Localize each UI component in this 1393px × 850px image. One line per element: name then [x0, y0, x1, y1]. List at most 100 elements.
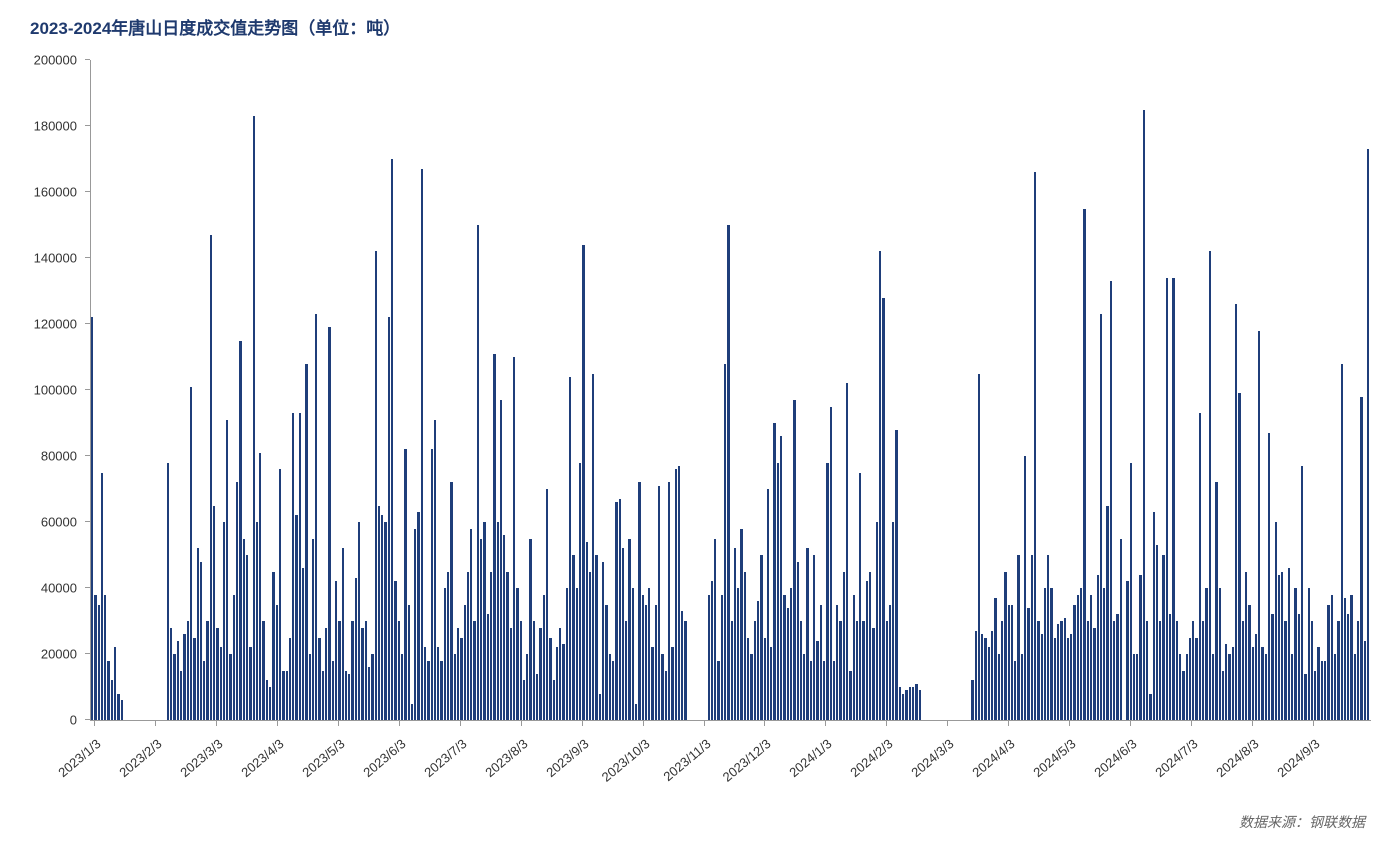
- bar: [582, 245, 584, 720]
- bar: [398, 621, 400, 720]
- bar: [912, 687, 914, 720]
- bar: [414, 529, 416, 720]
- bar: [351, 621, 353, 720]
- bar: [487, 614, 489, 720]
- x-tick-mark: [643, 720, 644, 726]
- bar: [1149, 694, 1151, 720]
- bar: [177, 641, 179, 720]
- bar: [1331, 595, 1333, 720]
- x-tick-mark: [1130, 720, 1131, 726]
- x-tick-label: 2024/5/3: [1030, 736, 1078, 780]
- bar: [612, 661, 614, 720]
- bar: [984, 638, 986, 721]
- y-tick-label: 200000: [0, 53, 77, 68]
- bar: [1166, 278, 1168, 720]
- bar: [1077, 595, 1079, 720]
- bar: [839, 621, 841, 720]
- bar: [1070, 634, 1072, 720]
- bar: [206, 621, 208, 720]
- bar: [493, 354, 495, 720]
- bar: [170, 628, 172, 720]
- y-axis-ticks: 0200004000060000800001000001200001400001…: [0, 60, 85, 720]
- bar: [1215, 482, 1217, 720]
- bar: [378, 506, 380, 721]
- bar: [526, 654, 528, 720]
- bar: [1242, 621, 1244, 720]
- bar: [529, 539, 531, 721]
- bar: [1321, 661, 1323, 720]
- bar: [107, 661, 109, 720]
- bar: [859, 473, 861, 721]
- bar: [1317, 647, 1319, 720]
- chart-container: 2023-2024年唐山日度成交值走势图（单位：吨） 0200004000060…: [0, 0, 1393, 850]
- x-tick-label: 2024/4/3: [970, 736, 1018, 780]
- x-tick-label: 2023/6/3: [360, 736, 408, 780]
- bar: [180, 671, 182, 721]
- bar: [1205, 588, 1207, 720]
- bar: [213, 506, 215, 721]
- bar: [1054, 638, 1056, 721]
- bar: [1252, 647, 1254, 720]
- bar: [757, 601, 759, 720]
- bar: [1126, 581, 1128, 720]
- bar: [744, 572, 746, 721]
- x-tick-mark: [460, 720, 461, 726]
- bar: [671, 647, 673, 720]
- bar: [764, 638, 766, 721]
- bar: [586, 542, 588, 720]
- bar: [876, 522, 878, 720]
- bar: [994, 598, 996, 720]
- bar: [1311, 621, 1313, 720]
- bar: [740, 529, 742, 720]
- y-tick-label: 20000: [0, 647, 77, 662]
- bar: [190, 387, 192, 720]
- bar: [510, 628, 512, 720]
- bar: [899, 687, 901, 720]
- bar: [312, 539, 314, 721]
- bar: [223, 522, 225, 720]
- x-tick-mark: [155, 720, 156, 726]
- bar: [737, 588, 739, 720]
- bar: [1255, 634, 1257, 720]
- bar: [1014, 661, 1016, 720]
- bar: [553, 680, 555, 720]
- bar: [1291, 654, 1293, 720]
- bar: [371, 654, 373, 720]
- bar: [1083, 209, 1085, 721]
- x-tick-label: 2023/9/3: [543, 736, 591, 780]
- x-tick-label: 2023/8/3: [482, 736, 530, 780]
- x-tick-label: 2023/4/3: [238, 736, 286, 780]
- bar: [220, 647, 222, 720]
- bar: [183, 634, 185, 720]
- bar: [1034, 172, 1036, 720]
- bar: [813, 555, 815, 720]
- bar: [872, 628, 874, 720]
- bar: [516, 588, 518, 720]
- bar: [988, 647, 990, 720]
- bar: [991, 631, 993, 720]
- bar: [440, 661, 442, 720]
- bar: [391, 159, 393, 720]
- bar: [1199, 413, 1201, 720]
- bar: [882, 298, 884, 720]
- bar: [1304, 674, 1306, 720]
- x-tick-label: 2024/7/3: [1152, 736, 1200, 780]
- bar: [1133, 654, 1135, 720]
- bar: [605, 605, 607, 721]
- bar: [1314, 671, 1316, 721]
- bar: [1021, 654, 1023, 720]
- bar: [236, 482, 238, 720]
- bar: [477, 225, 479, 720]
- bar: [816, 641, 818, 720]
- bar: [1281, 572, 1283, 721]
- bar: [1344, 598, 1346, 720]
- bar: [1235, 304, 1237, 720]
- bar: [1189, 638, 1191, 721]
- bar: [457, 628, 459, 720]
- y-tick-label: 180000: [0, 119, 77, 134]
- bar: [187, 621, 189, 720]
- bar: [295, 515, 297, 720]
- bar: [497, 522, 499, 720]
- bar: [625, 621, 627, 720]
- bar: [1179, 654, 1181, 720]
